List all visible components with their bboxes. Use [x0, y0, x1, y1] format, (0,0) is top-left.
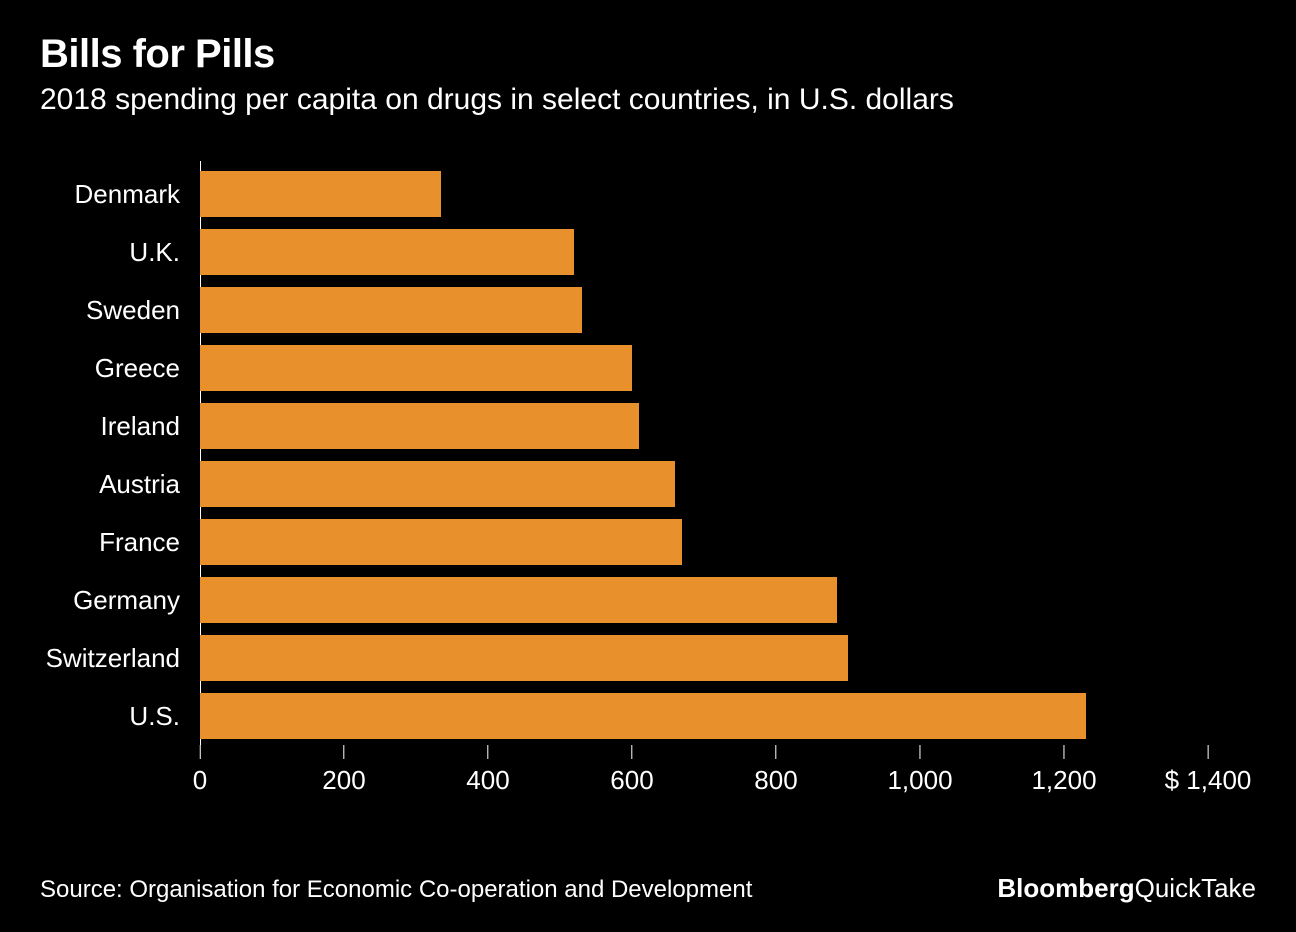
x-tick: 1,000 [887, 745, 952, 796]
bar [200, 287, 582, 333]
bar-row [200, 519, 1208, 565]
y-axis-label: Denmark [40, 171, 190, 217]
x-tick: 400 [466, 745, 509, 796]
chart-footer: Source: Organisation for Economic Co-ope… [40, 873, 1256, 904]
bar-row [200, 345, 1208, 391]
x-tick: 0 [193, 745, 207, 796]
bar [200, 635, 848, 681]
x-tick-label: 600 [610, 765, 653, 796]
x-tick-label: 800 [754, 765, 797, 796]
bar [200, 229, 574, 275]
x-axis: 02004006008001,0001,200$ 1,400 [200, 745, 1208, 805]
brand-logo: BloombergQuickTake [997, 873, 1256, 904]
x-tick: 800 [754, 745, 797, 796]
bar [200, 403, 639, 449]
bar-row [200, 229, 1208, 275]
x-tick: 600 [610, 745, 653, 796]
bar-row [200, 171, 1208, 217]
x-tick-label: 1,000 [887, 765, 952, 796]
x-tick-label: 0 [193, 765, 207, 796]
x-tick-mark [343, 745, 344, 759]
y-axis-label: U.S. [40, 693, 190, 739]
chart-subtitle: 2018 spending per capita on drugs in sel… [40, 83, 1256, 117]
x-tick-label: 200 [322, 765, 365, 796]
bars-group [200, 165, 1208, 745]
plot-area [200, 165, 1208, 745]
bar-row [200, 635, 1208, 681]
y-axis-label: Austria [40, 461, 190, 507]
x-tick-mark [1208, 745, 1209, 759]
bar [200, 461, 675, 507]
x-tick-mark [200, 745, 201, 759]
source-text: Source: Organisation for Economic Co-ope… [40, 876, 752, 904]
y-axis-label: Germany [40, 577, 190, 623]
y-axis-labels: Denmark U.K. Sweden Greece Ireland Austria Fra… [40, 165, 190, 745]
bar-row [200, 577, 1208, 623]
bar-row [200, 461, 1208, 507]
x-tick-label: $ 1,400 [1165, 765, 1252, 796]
bar [200, 171, 441, 217]
bar-row [200, 403, 1208, 449]
y-axis-label: Greece [40, 345, 190, 391]
x-tick-mark [1063, 745, 1064, 759]
y-axis-label: Sweden [40, 287, 190, 333]
x-tick: $ 1,400 [1165, 745, 1252, 796]
x-tick-mark [775, 745, 776, 759]
bar-row [200, 693, 1208, 739]
x-tick-mark [631, 745, 632, 759]
brand-light: QuickTake [1135, 873, 1256, 903]
x-tick-label: 400 [466, 765, 509, 796]
brand-bold: Bloomberg [997, 873, 1134, 903]
bar [200, 693, 1086, 739]
y-axis-label: France [40, 519, 190, 565]
x-tick-mark [487, 745, 488, 759]
chart-title: Bills for Pills [40, 32, 1256, 77]
x-tick: 1,200 [1031, 745, 1096, 796]
x-tick-mark [919, 745, 920, 759]
y-axis-label: U.K. [40, 229, 190, 275]
y-axis-label: Ireland [40, 403, 190, 449]
bar [200, 519, 682, 565]
bar [200, 577, 837, 623]
chart-container: Denmark U.K. Sweden Greece Ireland Austria Fra… [40, 165, 1256, 805]
bar-row [200, 287, 1208, 333]
x-tick: 200 [322, 745, 365, 796]
x-tick-label: 1,200 [1031, 765, 1096, 796]
bar [200, 345, 632, 391]
y-axis-label: Switzerland [40, 635, 190, 681]
